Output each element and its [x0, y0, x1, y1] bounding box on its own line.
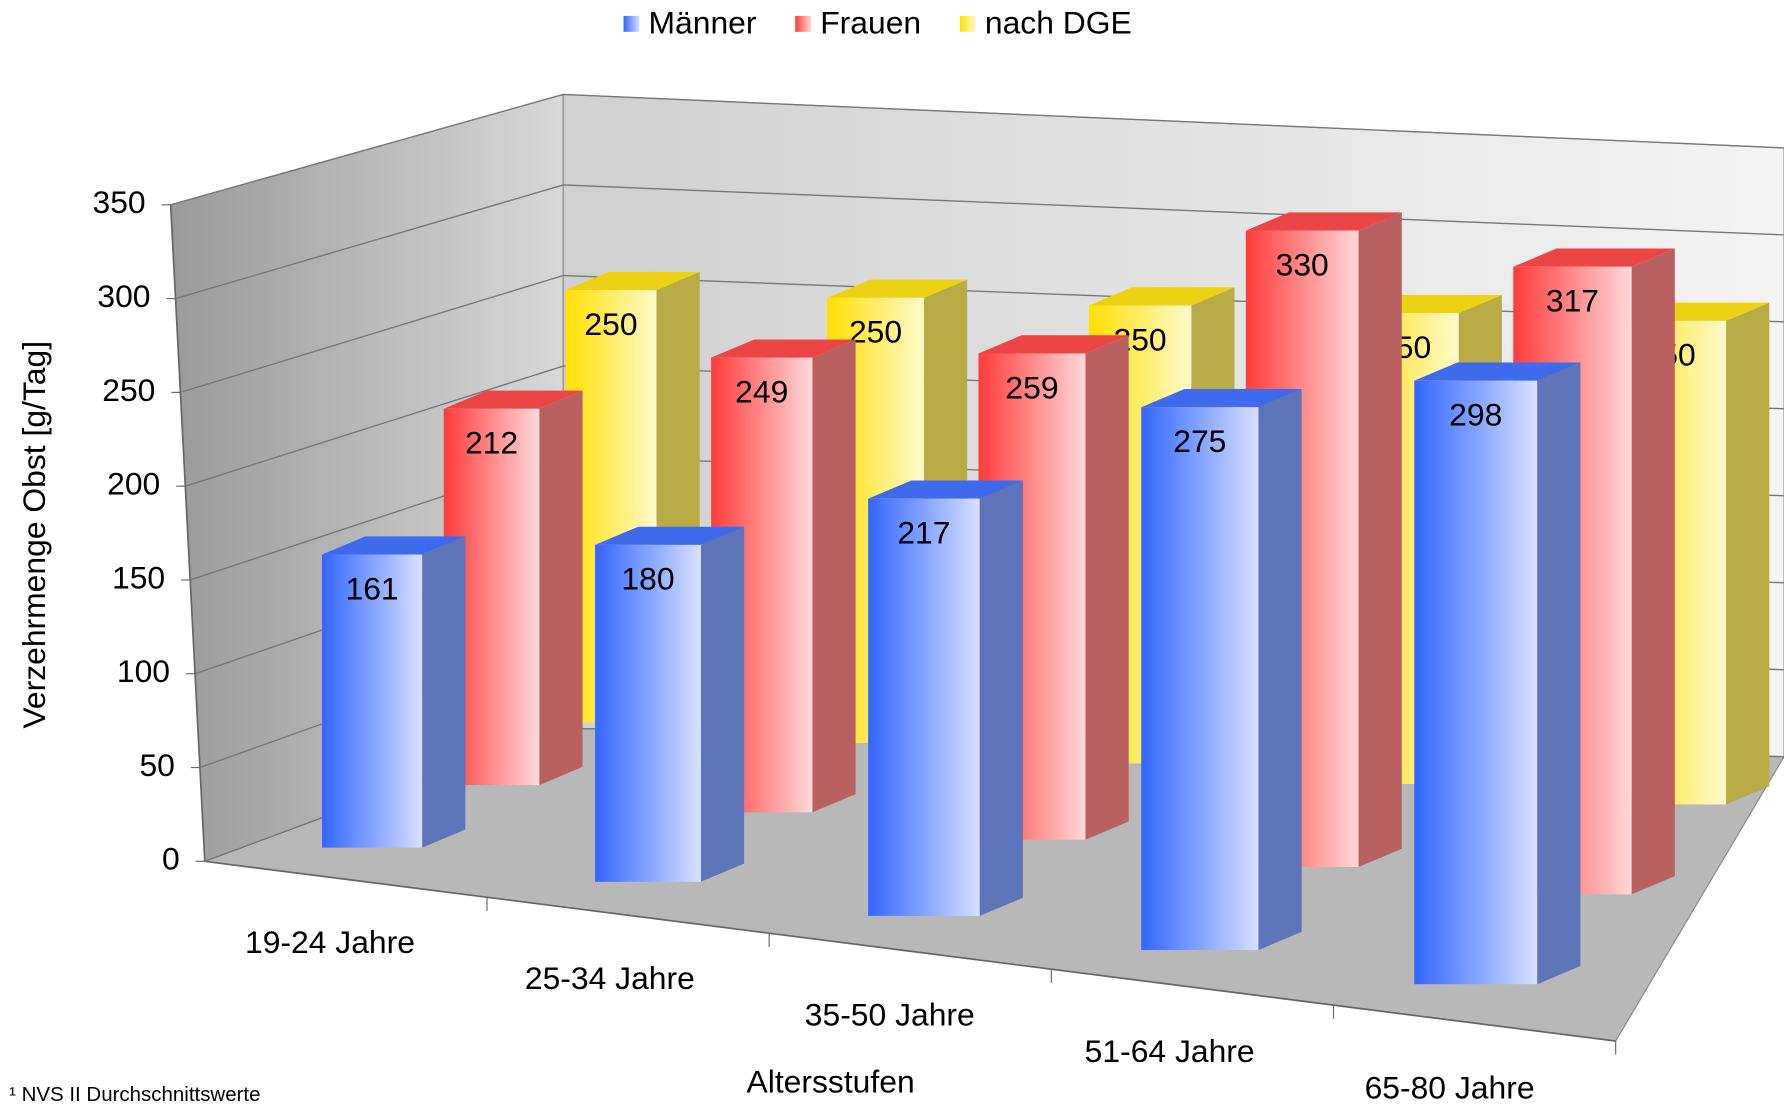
- data-label: 250: [584, 306, 637, 342]
- bar-top: [827, 279, 968, 298]
- bar-side: [422, 536, 466, 848]
- bar-top: [1245, 212, 1402, 231]
- bar: [1141, 407, 1259, 951]
- bar-side: [1258, 388, 1302, 951]
- y-tick-label: 300: [97, 278, 150, 314]
- data-label: 161: [345, 570, 398, 606]
- x-tick-label: 51-64 Jahre: [1085, 1033, 1255, 1069]
- footnote: ¹ NVS II Durchschnittswerte: [9, 1083, 260, 1106]
- y-tick-label: 350: [92, 184, 145, 220]
- y-tick-label: 250: [102, 372, 155, 408]
- bar-top: [1088, 287, 1235, 306]
- data-label: 330: [1276, 246, 1329, 282]
- bar-top: [443, 390, 583, 409]
- y-tick-label: 100: [117, 653, 170, 689]
- bar-top: [1414, 362, 1581, 381]
- legend-label: Frauen: [820, 4, 921, 40]
- x-tick-label: 25-34 Jahre: [525, 960, 695, 996]
- bar: [595, 544, 701, 882]
- x-tick-label: 35-50 Jahre: [805, 997, 975, 1033]
- bar: [1414, 380, 1538, 985]
- grid-line: [170, 93, 1784, 206]
- legend-label: Männer: [649, 4, 757, 40]
- bar-side: [1358, 212, 1402, 868]
- x-tick-label: 19-24 Jahre: [245, 924, 415, 960]
- bar-side: [812, 339, 856, 813]
- y-tick-label: 50: [139, 747, 174, 783]
- bar-top: [978, 335, 1129, 354]
- data-label: 180: [621, 561, 674, 597]
- bar-side: [700, 526, 745, 882]
- x-axis-title: Altersstufen: [747, 1064, 915, 1100]
- bar: [321, 554, 423, 848]
- plot: Verzehrmenge Obst [g/Tag] Altersstufen ¹…: [9, 4, 1784, 1106]
- bar-side: [1537, 362, 1581, 985]
- bar: [868, 498, 980, 916]
- y-tick-label: 150: [112, 559, 165, 595]
- data-label: 249: [735, 373, 788, 409]
- bar-side: [539, 390, 583, 786]
- bar-top: [1513, 248, 1675, 267]
- data-label: 217: [897, 514, 950, 550]
- legend-swatch: [795, 15, 812, 32]
- y-tick-label: 0: [162, 841, 180, 877]
- legend-label: nach DGE: [985, 4, 1132, 40]
- bar-top: [595, 526, 745, 545]
- bar-top: [868, 480, 1023, 499]
- legend-swatch: [623, 15, 640, 32]
- y-tick-label: 200: [107, 466, 160, 502]
- y-axis-title: Verzehrmenge Obst [g/Tag]: [16, 341, 52, 729]
- bar-top: [565, 271, 700, 291]
- bar-top: [1141, 388, 1302, 408]
- bar-side: [979, 480, 1023, 916]
- data-label: 298: [1449, 396, 1502, 432]
- data-label: 259: [1005, 369, 1058, 405]
- bar-side: [1631, 248, 1675, 895]
- bar-top: [321, 536, 466, 555]
- bar-side: [1726, 302, 1770, 805]
- data-label: 317: [1546, 283, 1599, 319]
- data-label: 275: [1173, 423, 1226, 459]
- x-tick-label: 65-80 Jahre: [1365, 1069, 1535, 1105]
- x-axis: [204, 860, 1616, 1042]
- bar-top: [711, 339, 856, 358]
- data-label: 250: [849, 314, 902, 350]
- data-label: 212: [465, 425, 518, 461]
- y-axis: [169, 204, 206, 862]
- bar-side: [1085, 335, 1129, 840]
- legend-swatch: [959, 15, 976, 32]
